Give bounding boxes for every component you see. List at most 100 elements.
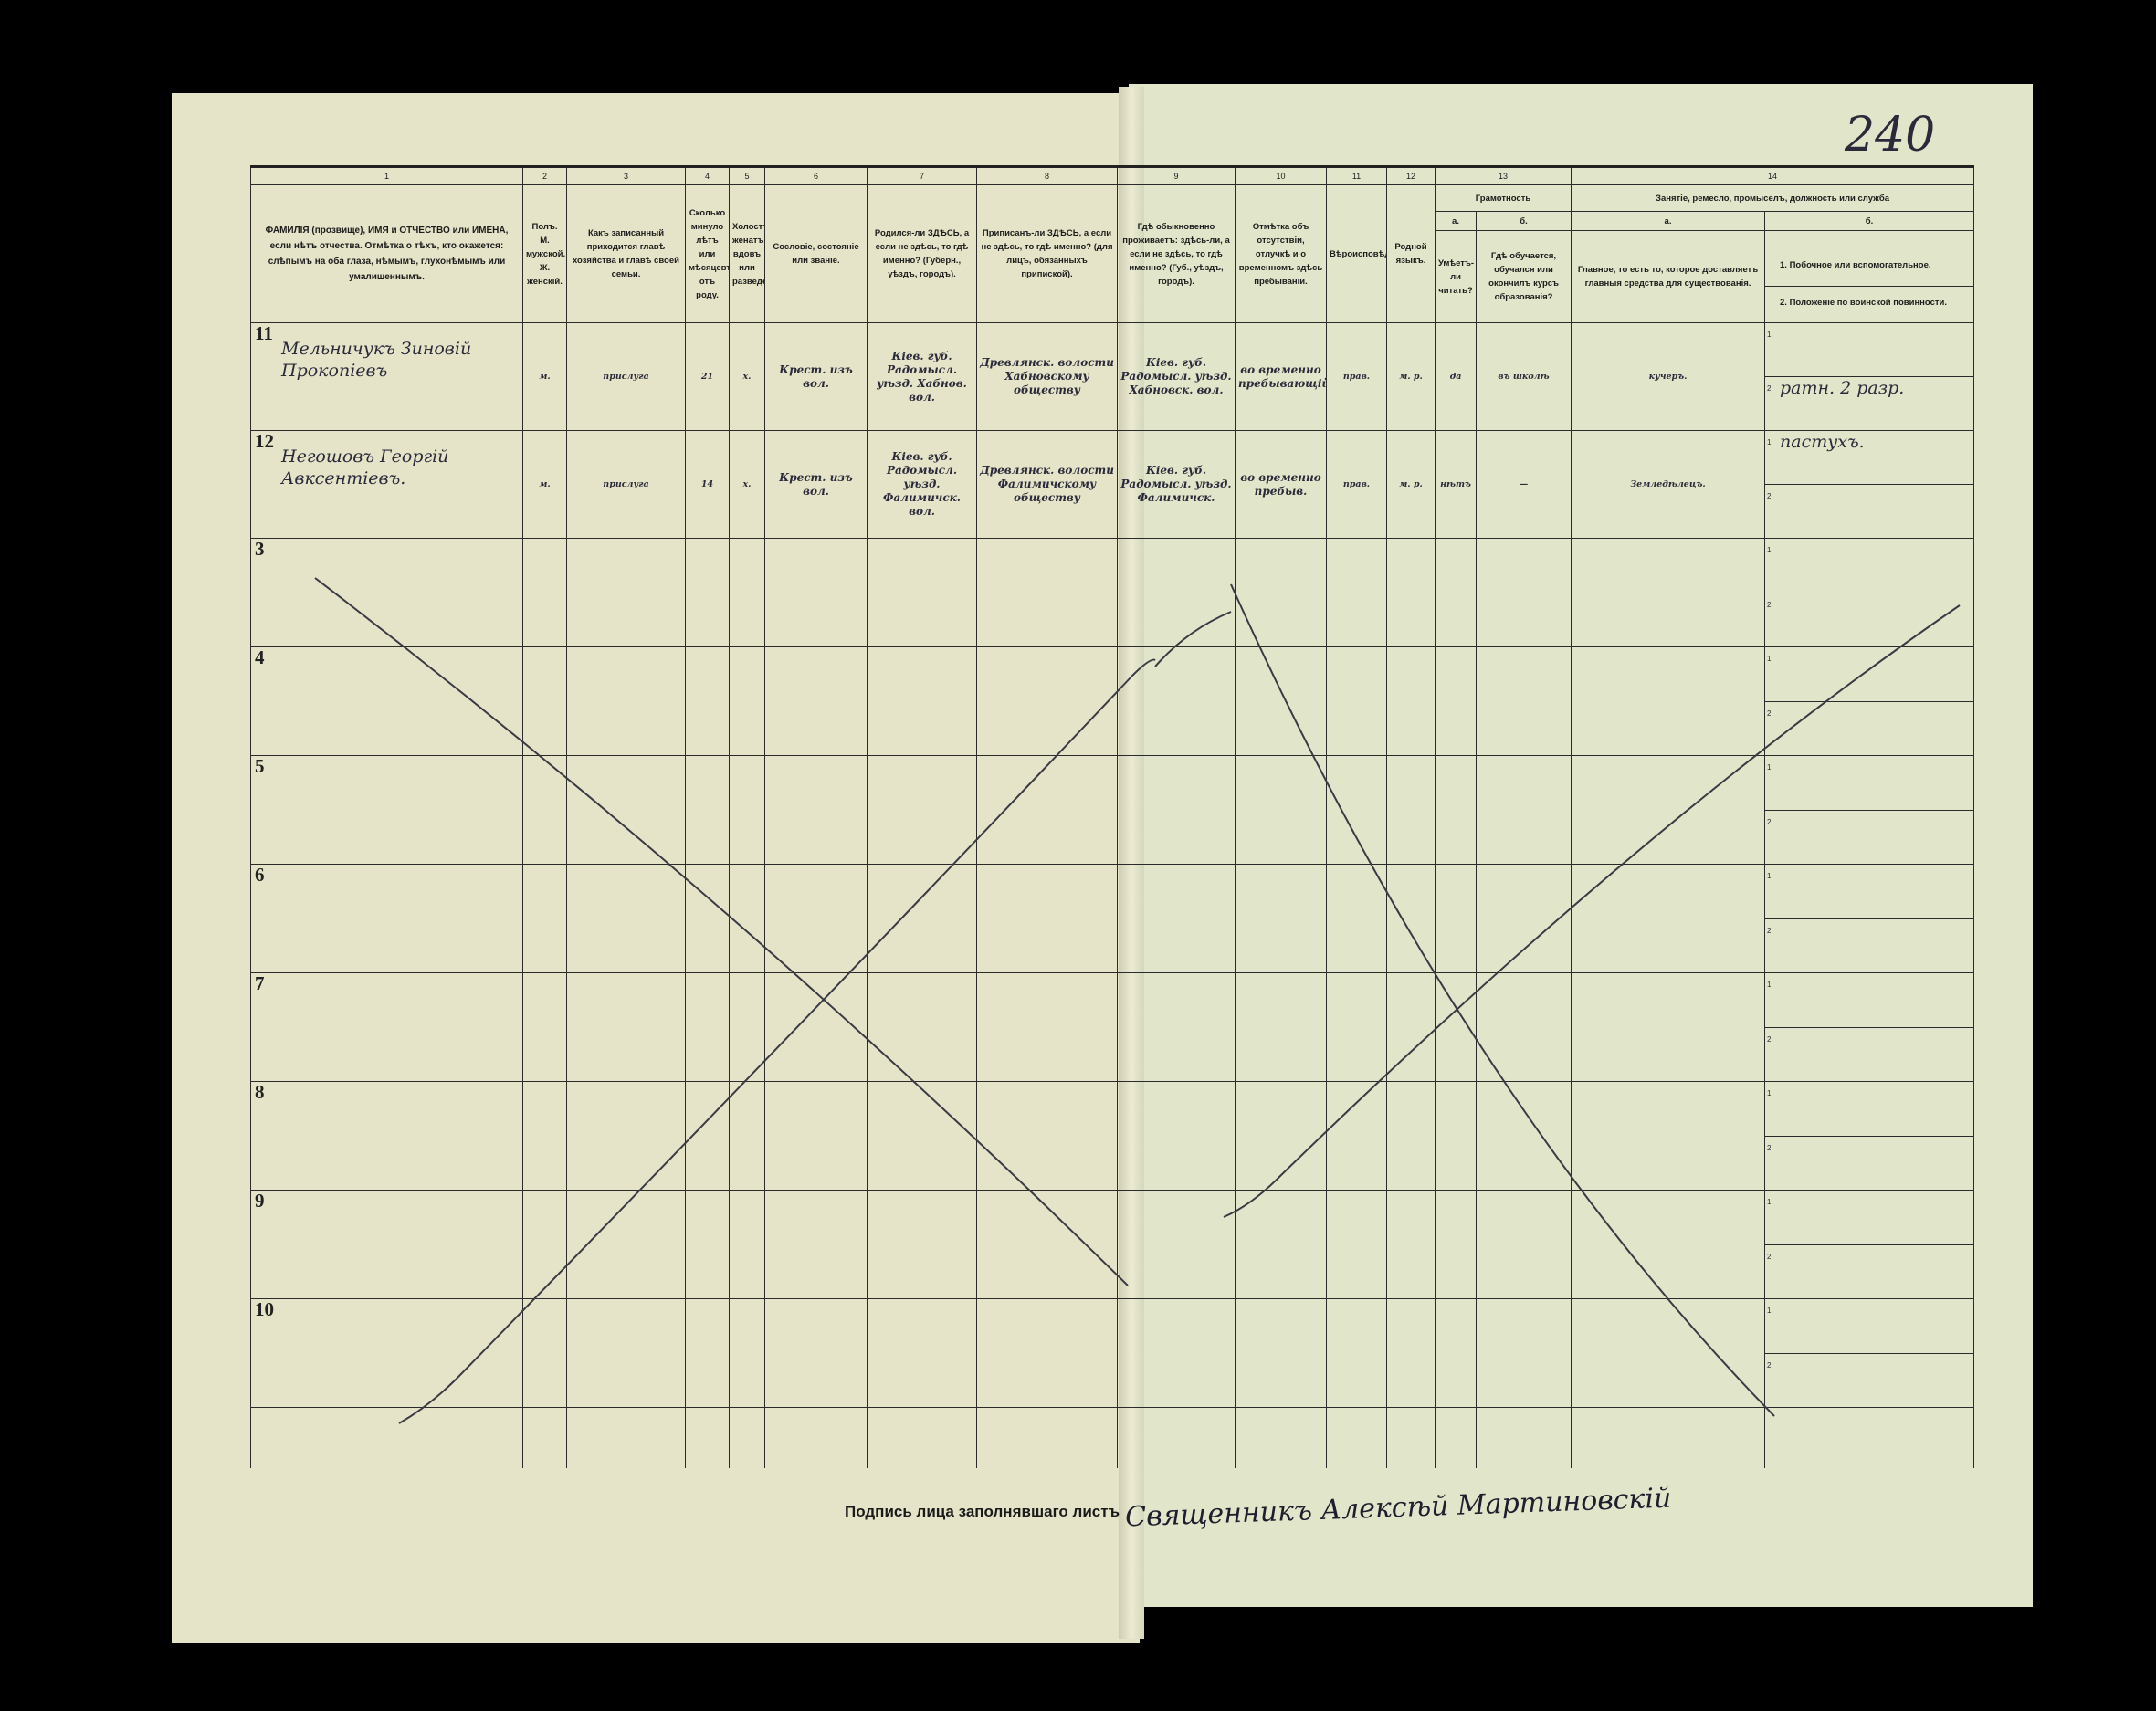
cell-military: 2 bbox=[1765, 700, 1973, 755]
cell-occupation_main bbox=[1571, 864, 1766, 973]
cell-estate bbox=[764, 1190, 868, 1299]
census-form-table: 1 2 3 4 5 6 7 8 9 10 11 12 13 14 ФАМИЛІЯ… bbox=[250, 165, 1975, 1468]
cell-absence bbox=[1235, 1190, 1327, 1299]
header-age: Сколько минуло лѣтъ или мѣсяцевъ отъ род… bbox=[685, 184, 730, 323]
cell-military: 2 bbox=[1765, 918, 1973, 972]
letter-13a: а. bbox=[1435, 211, 1477, 231]
cell-occupation_main bbox=[1571, 972, 1766, 1082]
cell-absence bbox=[1235, 646, 1327, 756]
cell-absence: во временно пребыв. bbox=[1235, 430, 1327, 539]
cell-absence bbox=[1235, 755, 1327, 865]
cell-relation bbox=[566, 1081, 686, 1191]
header-name: ФАМИЛІЯ (прозвище), ИМЯ и ОТЧЕСТВО или И… bbox=[250, 184, 523, 323]
header-row: ФАМИЛІЯ (прозвище), ИМЯ и ОТЧЕСТВО или И… bbox=[250, 184, 1975, 323]
person-name: Мельничукъ Зиновій Прокопіевъ bbox=[281, 339, 472, 381]
row-number: 6 bbox=[255, 864, 265, 886]
cell-birthplace bbox=[867, 864, 977, 973]
cell-literate bbox=[1435, 538, 1477, 647]
cell-religion: прав. bbox=[1326, 322, 1387, 431]
cell-education bbox=[1475, 864, 1572, 973]
header-estate: Сословіе, состояніе или званіе. bbox=[764, 184, 868, 323]
cell-birthplace bbox=[867, 1298, 977, 1408]
cell-birthplace bbox=[867, 755, 977, 865]
header-absence: Отмѣтка объ отсутствіи, отлучкѣ и о врем… bbox=[1235, 184, 1327, 323]
sub-label: 1 bbox=[1767, 872, 1772, 880]
cell-marital bbox=[729, 1298, 765, 1408]
page-number: 240 bbox=[1845, 108, 1936, 163]
cell-military: 2 ратн. 2 разр. bbox=[1765, 376, 1973, 430]
cell-occupation-side: 1 bbox=[1766, 648, 1973, 701]
cell-absence bbox=[1235, 864, 1327, 973]
sub-label: 2 bbox=[1767, 600, 1772, 609]
sub-label: 1 bbox=[1767, 1307, 1772, 1315]
cell-estate bbox=[764, 538, 868, 647]
cell-registered: Древлянск. волости Хабновскому обществу bbox=[976, 322, 1118, 431]
cell-estate bbox=[764, 1081, 868, 1191]
col-number: 5 bbox=[729, 165, 765, 185]
table-tail bbox=[250, 1407, 1975, 1468]
header-sex: Полъ. М. мужской. Ж. женскій. bbox=[522, 184, 567, 323]
cell-estate bbox=[764, 864, 868, 973]
cell-age: 21 bbox=[685, 322, 730, 431]
cell-literate bbox=[1435, 972, 1477, 1082]
cell-religion bbox=[1326, 1190, 1387, 1299]
cell-literate bbox=[1435, 1081, 1477, 1191]
cell-marital: х. bbox=[729, 430, 765, 539]
cell-education bbox=[1475, 646, 1572, 756]
cell-religion bbox=[1326, 864, 1387, 973]
header-residence: Гдѣ обыкновенно проживаетъ: здѣсь-ли, а … bbox=[1117, 184, 1236, 323]
cell-sex: м. bbox=[522, 322, 567, 431]
cell-age bbox=[685, 1190, 730, 1299]
military-value: ратн. 2 разр. bbox=[1780, 378, 1905, 398]
cell-birthplace bbox=[867, 538, 977, 647]
cell-relation: прислуга bbox=[566, 322, 686, 431]
table-row: 4 1 2 bbox=[250, 646, 1975, 756]
cell-sex bbox=[522, 972, 567, 1082]
cell-religion bbox=[1326, 1081, 1387, 1191]
col-number: 4 bbox=[685, 165, 730, 185]
header-main-occupation: Главное, то есть то, которое доставляетъ… bbox=[1571, 230, 1766, 323]
cell-registered bbox=[976, 972, 1118, 1082]
header-side-occupation: 1. Побочное или вспомогательное. bbox=[1780, 260, 1931, 270]
cell-sex bbox=[522, 538, 567, 647]
cell-literate bbox=[1435, 646, 1477, 756]
row-number: 7 bbox=[255, 972, 265, 994]
cell-marital bbox=[729, 1081, 765, 1191]
cell-marital bbox=[729, 1190, 765, 1299]
column-number-row: 1 2 3 4 5 6 7 8 9 10 11 12 13 14 bbox=[250, 165, 1975, 185]
col-number: 3 bbox=[566, 165, 686, 185]
header-can-read: Умѣетъ-ли читать? bbox=[1435, 230, 1477, 323]
cell-age bbox=[685, 864, 730, 973]
cell-occupation-side: 1 пастухъ. bbox=[1766, 432, 1973, 485]
cell-occupation_main bbox=[1571, 646, 1766, 756]
cell-age bbox=[685, 646, 730, 756]
cell-military: 2 bbox=[1765, 484, 1973, 538]
cell-age bbox=[685, 538, 730, 647]
cell-absence bbox=[1235, 972, 1327, 1082]
cell-education bbox=[1475, 755, 1572, 865]
cell-education bbox=[1475, 1190, 1572, 1299]
cell-sex bbox=[522, 864, 567, 973]
cell-occupation-side: 1 bbox=[1766, 866, 1973, 918]
cell-sex: м. bbox=[522, 430, 567, 539]
cell-military: 2 bbox=[1765, 1026, 1973, 1081]
cell-relation bbox=[566, 538, 686, 647]
col-number: 14 bbox=[1571, 165, 1975, 185]
sub-label: 2 bbox=[1767, 492, 1772, 500]
cell-education bbox=[1475, 538, 1572, 647]
cell-military: 2 bbox=[1765, 1244, 1973, 1298]
cell-language: м. р. bbox=[1386, 322, 1436, 431]
cell-occupation-side: 1 bbox=[1766, 1083, 1973, 1136]
signature-label: Подпись лица заполнявшаго листъ bbox=[845, 1503, 1120, 1520]
table-row: 3 1 2 bbox=[250, 538, 1975, 647]
cell-marital bbox=[729, 538, 765, 647]
sub-label: 2 bbox=[1767, 817, 1772, 826]
cell-marital bbox=[729, 864, 765, 973]
table-row: 8 1 2 bbox=[250, 1081, 1975, 1191]
sub-label: 1 bbox=[1767, 763, 1772, 772]
cell-education bbox=[1475, 972, 1572, 1082]
cell-education: въ школѣ bbox=[1475, 322, 1572, 431]
col-number: 8 bbox=[976, 165, 1118, 185]
cell-occupation_main bbox=[1571, 538, 1766, 647]
cell-language: м. р. bbox=[1386, 430, 1436, 539]
